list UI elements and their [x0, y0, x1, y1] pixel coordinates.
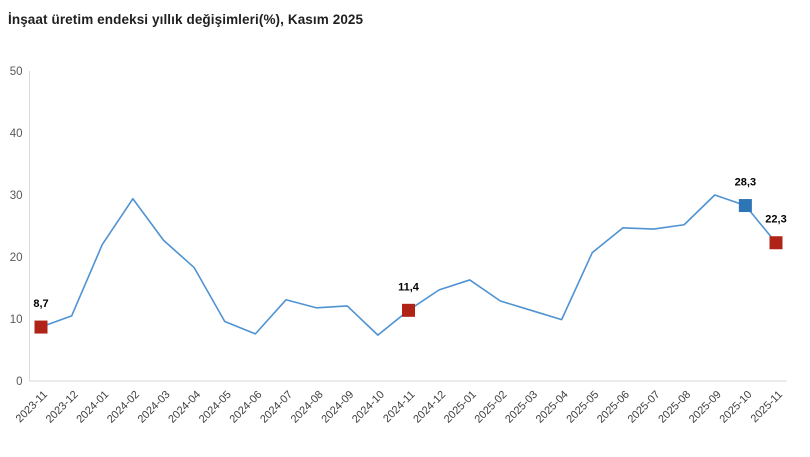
x-axis-tick-label: 2025-11	[749, 389, 785, 425]
data-label: 11,4	[398, 281, 420, 293]
x-axis-tick-label: 2024-12	[411, 389, 448, 426]
x-axis-tick-label: 2024-09	[319, 389, 356, 426]
x-axis-tick-label: 2024-06	[227, 389, 264, 426]
x-axis-tick-label: 2025-03	[503, 389, 540, 426]
x-axis-tick-label: 2024-11	[381, 389, 417, 425]
highlight-marker	[738, 199, 752, 213]
highlight-marker	[769, 236, 783, 250]
x-axis-tick-label: 2023-12	[44, 389, 81, 426]
y-axis-tick-label: 0	[16, 376, 22, 388]
highlight-marker	[402, 303, 415, 317]
x-axis-tick-label: 2024-07	[258, 389, 295, 426]
data-label: 8,7	[33, 298, 48, 310]
x-axis-tick-label: 2024-10	[350, 389, 387, 426]
x-axis-tick-label: 2024-02	[105, 389, 142, 426]
y-axis-tick-label: 40	[10, 128, 23, 140]
x-axis-tick-label: 2024-03	[136, 389, 173, 426]
data-label: 28,3	[735, 177, 756, 189]
x-axis-tick-label: 2025-07	[626, 389, 663, 426]
data-label: 22,3	[765, 214, 786, 226]
x-axis-tick-label: 2025-06	[595, 389, 632, 426]
y-axis-tick-label: 30	[10, 190, 23, 202]
x-axis-tick-label: 2025-04	[534, 389, 571, 426]
x-axis-tick-label: 2024-05	[197, 389, 234, 426]
highlight-marker	[34, 320, 48, 334]
x-axis-tick-label: 2024-04	[166, 389, 203, 426]
x-axis-tick-label: 2025-09	[687, 389, 724, 426]
x-axis-tick-label: 2023-11	[14, 389, 50, 425]
x-axis-tick-label: 2025-08	[656, 389, 693, 426]
y-axis-tick-label: 10	[10, 314, 23, 326]
x-axis-tick-label: 2025-01	[442, 389, 479, 426]
x-axis-tick-label: 2025-10	[717, 389, 754, 426]
y-axis-tick-label: 50	[10, 66, 23, 78]
x-axis-tick-label: 2024-01	[74, 389, 111, 426]
y-axis-tick-label: 20	[10, 252, 23, 264]
chart-title: İnşaat üretim endeksi yıllık değişimleri…	[8, 12, 364, 27]
x-axis-tick-label: 2024-08	[289, 389, 326, 426]
x-axis-tick-label: 2025-05	[564, 389, 601, 426]
x-axis-tick-label: 2025-02	[472, 389, 509, 426]
